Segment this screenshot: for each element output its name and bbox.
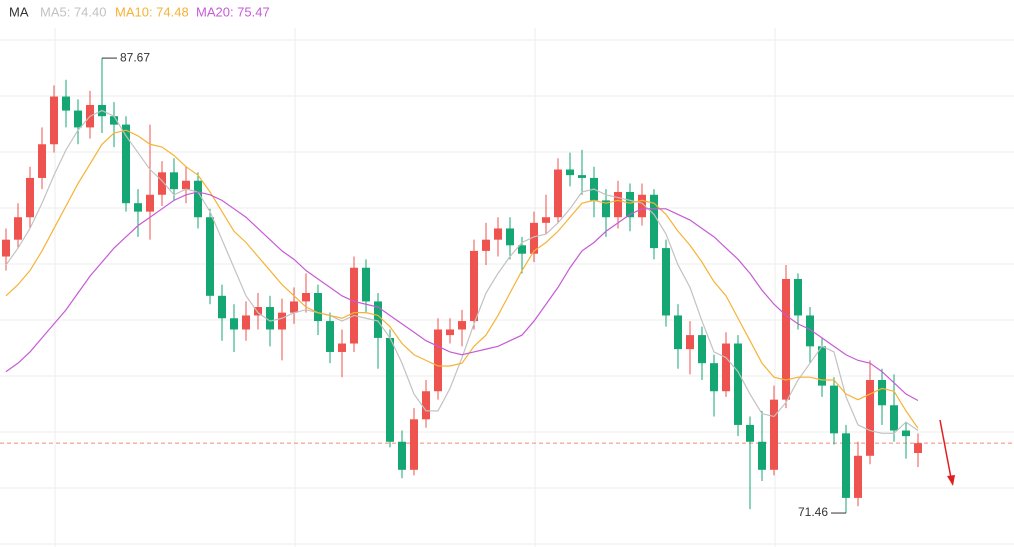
candle-body: [26, 177, 34, 218]
candle-body: [842, 433, 850, 498]
candle-body: [734, 343, 742, 425]
candle-body: [206, 217, 214, 296]
legend-entry: MA20: 75.47: [196, 4, 270, 19]
candle-body: [2, 239, 10, 257]
candle-body: [446, 329, 454, 336]
candle-body: [290, 301, 298, 313]
candle-body: [362, 267, 370, 302]
candle-body: [122, 124, 130, 204]
candle-body: [458, 321, 466, 330]
ma-line: [5, 191, 919, 402]
candle-body: [326, 321, 334, 352]
candle-body: [914, 443, 922, 453]
arrow-shaft: [939, 419, 952, 479]
candle-body: [146, 194, 154, 212]
trend-arrow: [939, 419, 955, 486]
candle-body: [530, 222, 538, 254]
candle-body: [662, 248, 670, 316]
candle-body: [434, 329, 442, 392]
candle-body: [602, 200, 610, 218]
candle-body: [422, 391, 430, 420]
candle-body: [698, 335, 706, 364]
candle-body: [338, 343, 346, 352]
legend-entry: MA5: 74.40: [40, 4, 107, 19]
candle-body: [170, 172, 178, 190]
candle-body: [302, 293, 310, 302]
candle-body: [566, 169, 574, 176]
candle-body: [410, 419, 418, 470]
candle-body: [230, 318, 238, 330]
plot-area: 87.67 71.46: [0, 50, 1014, 519]
candle-body: [254, 307, 262, 316]
candle-body: [470, 250, 478, 322]
candle-body: [110, 116, 118, 125]
candle-body: [830, 385, 838, 434]
candle-body: [134, 203, 142, 212]
candle-body: [866, 380, 874, 456]
candle-body: [878, 380, 886, 406]
low-label: 71.46: [798, 505, 828, 519]
candle-body: [686, 335, 694, 350]
candle-body: [518, 245, 526, 254]
candle-body: [578, 175, 586, 178]
candle-body: [350, 267, 358, 344]
candle-body: [398, 441, 406, 470]
candle-body: [506, 228, 514, 246]
candle-body: [854, 455, 862, 498]
candle-body: [710, 363, 718, 392]
legend: MA MA5: 74.40 MA10: 74.48 MA20: 75.47: [9, 4, 270, 19]
candle-body: [158, 172, 166, 195]
candle-body: [314, 293, 322, 322]
candle-body: [14, 217, 22, 240]
candle-body: [806, 315, 814, 347]
candle-body: [902, 430, 910, 437]
candle-body: [194, 180, 202, 218]
candle-body: [218, 295, 226, 319]
candle-body: [182, 180, 190, 190]
candle-body: [758, 441, 766, 470]
candle-body: [74, 110, 82, 128]
candle-body: [386, 337, 394, 442]
candle-body: [614, 191, 622, 218]
candle-body: [266, 307, 274, 330]
candle-body: [626, 191, 634, 218]
candle-body: [50, 96, 58, 145]
candle-body: [38, 144, 46, 178]
candle-body: [542, 217, 550, 223]
candle-body: [62, 96, 70, 111]
candle-body: [554, 169, 562, 218]
arrow-head: [947, 475, 955, 486]
candle-body: [278, 312, 286, 330]
candle-body: [650, 194, 658, 249]
candle-body: [794, 278, 802, 316]
candle-body: [770, 399, 778, 470]
candle-body: [494, 228, 502, 240]
ma-line: [5, 129, 919, 429]
legend-entry: MA10: 74.48: [115, 4, 189, 19]
candle-body: [890, 405, 898, 431]
ma-line: [5, 109, 919, 434]
candle-body: [638, 194, 646, 218]
candle-body: [782, 278, 790, 400]
candle-body: [674, 315, 682, 350]
candle-body: [746, 424, 754, 442]
candle-body: [722, 343, 730, 392]
candle-body: [374, 301, 382, 338]
candle-body: [482, 239, 490, 251]
candle-body: [818, 346, 826, 386]
candle-body: [242, 315, 250, 330]
high-label: 87.67: [120, 50, 150, 64]
indicator-label: MA: [9, 4, 29, 19]
